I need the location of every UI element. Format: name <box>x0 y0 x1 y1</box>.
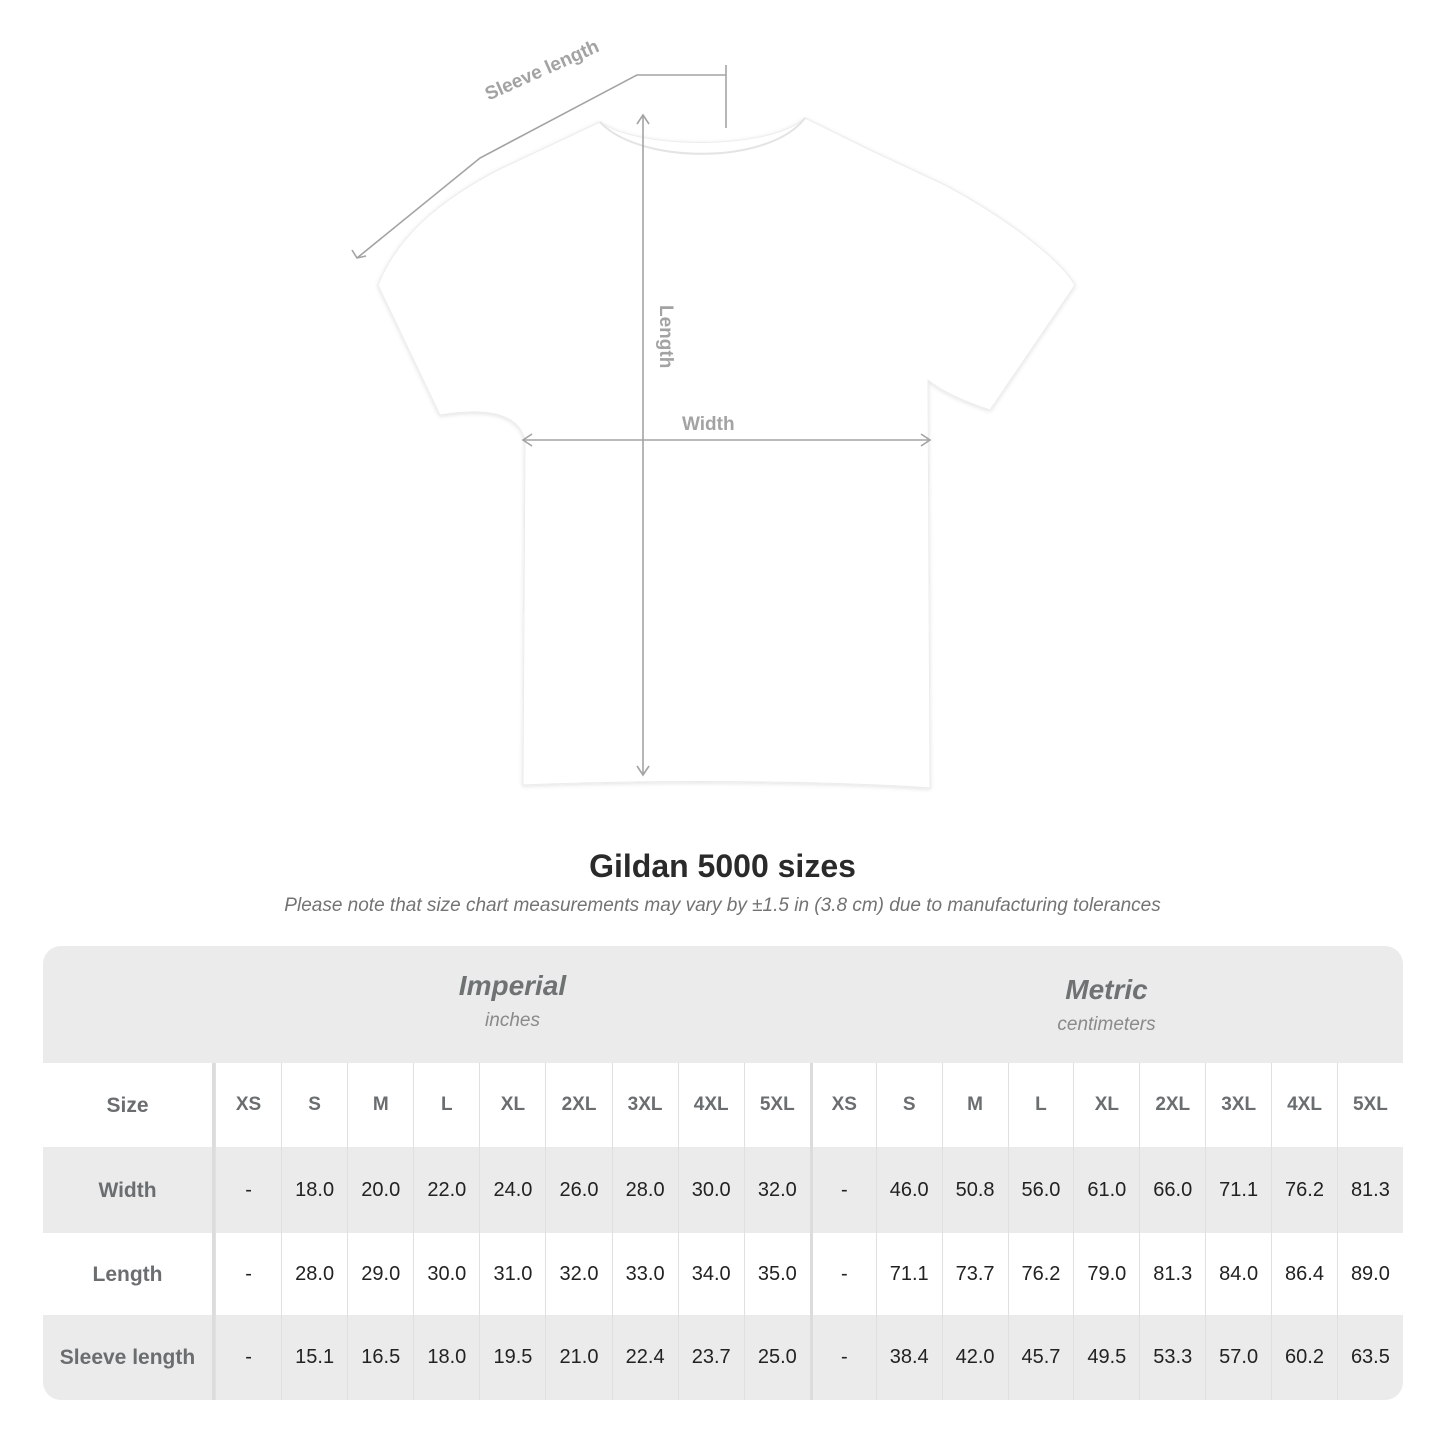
value-imperial-cell: 32.0 <box>545 1233 611 1315</box>
value-metric-cell: 71.1 <box>1205 1147 1271 1233</box>
size-metric-cell: S <box>875 1063 942 1147</box>
value-imperial-cell: 33.0 <box>611 1233 678 1315</box>
value-metric-cell: 84.0 <box>1205 1233 1271 1315</box>
value-metric-cell: 79.0 <box>1073 1233 1139 1315</box>
value-imperial-cell: 30.0 <box>413 1233 479 1315</box>
value-imperial-cell: - <box>215 1233 281 1315</box>
size-metric-cell: 2XL <box>1139 1063 1205 1147</box>
value-imperial-cell: 31.0 <box>479 1233 545 1315</box>
size-header-row: Size XS S M L XL 2XL 3XL 4XL 5XL XS S M L XL 2XL 3XL 4XL 5… <box>43 1063 1403 1147</box>
value-metric-cell: 71.1 <box>875 1233 942 1315</box>
size-imperial-cell: 3XL <box>611 1063 678 1147</box>
value-metric-cell: 63.5 <box>1336 1315 1403 1400</box>
imperial-header: Imperial inches <box>215 946 810 1063</box>
table-row: Sleeve length -15.1 16.5 18.0 19.5 21.0 22.4 23… <box>43 1315 1403 1400</box>
value-metric-cell: 50.8 <box>941 1147 1008 1233</box>
length-label: Length <box>655 305 676 369</box>
value-metric-cell: - <box>809 1315 876 1400</box>
value-imperial-cell: - <box>215 1147 281 1233</box>
metric-header: Metric centimeters <box>810 946 1403 1063</box>
tolerance-note: Please note that size chart measurements… <box>284 895 1161 916</box>
value-metric-cell: 73.7 <box>941 1233 1008 1315</box>
value-metric-cell: - <box>809 1147 876 1233</box>
value-imperial-cell: 16.5 <box>347 1315 413 1400</box>
value-metric-cell: 42.0 <box>941 1315 1008 1400</box>
value-imperial-cell: 18.0 <box>281 1147 347 1233</box>
value-metric-cell: 76.2 <box>1271 1147 1337 1233</box>
system-header-band <box>43 946 1403 1063</box>
size-imperial-cell: S <box>281 1063 347 1147</box>
value-imperial-cell: 15.1 <box>281 1315 347 1400</box>
value-metric-cell: 89.0 <box>1336 1233 1403 1315</box>
row-label: Length <box>43 1233 215 1315</box>
value-imperial-cell: 34.0 <box>677 1233 744 1315</box>
table-row: Length -28.0 29.0 30.0 31.0 32.0 33.0 34.0 35.0-… <box>43 1233 1403 1315</box>
value-metric-cell: 66.0 <box>1139 1147 1205 1233</box>
value-imperial-cell: 35.0 <box>743 1233 810 1315</box>
value-imperial-cell: 28.0 <box>611 1147 678 1233</box>
value-metric-cell: 61.0 <box>1073 1147 1139 1233</box>
value-imperial-cell: 24.0 <box>479 1147 545 1233</box>
row-band <box>43 1147 1403 1233</box>
collar <box>599 117 806 155</box>
value-imperial-cell: 22.4 <box>611 1315 678 1400</box>
size-imperial-cell: L <box>413 1063 479 1147</box>
value-metric-cell: 81.3 <box>1139 1233 1205 1315</box>
value-metric-cell: 81.3 <box>1336 1147 1403 1233</box>
imperial-title: Imperial <box>458 970 567 1001</box>
value-imperial-cell: 20.0 <box>347 1147 413 1233</box>
size-metric-cell: 3XL <box>1205 1063 1271 1147</box>
size-metric-cell: L <box>1007 1063 1074 1147</box>
size-imperial-cell: XL <box>479 1063 545 1147</box>
page-title: Gildan 5000 sizes <box>589 848 856 884</box>
value-imperial-cell: 29.0 <box>347 1233 413 1315</box>
value-imperial-cell: 26.0 <box>545 1147 611 1233</box>
table-row: Width -18.0 20.0 22.0 24.0 26.0 28.0 30.0 32.0-4… <box>43 1147 1403 1233</box>
row-band <box>43 1315 1403 1400</box>
value-imperial-cell: 18.0 <box>413 1315 479 1400</box>
value-metric-cell: 76.2 <box>1007 1233 1074 1315</box>
measurement-lines <box>351 65 932 777</box>
metric-title: Metric <box>1065 974 1148 1005</box>
value-metric-cell: 46.0 <box>875 1147 942 1233</box>
value-imperial-cell: 30.0 <box>677 1147 744 1233</box>
size-table: Imperial inches Metric centimeters Size X… <box>43 946 1403 1400</box>
size-imperial-cell: 2XL <box>545 1063 611 1147</box>
value-imperial-cell: 22.0 <box>413 1147 479 1233</box>
value-metric-cell: 60.2 <box>1271 1315 1337 1400</box>
tshirt-shape <box>377 117 1076 789</box>
row-label: Sleeve length <box>43 1315 215 1400</box>
value-metric-cell: 45.7 <box>1007 1315 1074 1400</box>
row-label: Size <box>43 1063 215 1147</box>
value-imperial-cell: 21.0 <box>545 1315 611 1400</box>
size-imperial-cell: 4XL <box>677 1063 744 1147</box>
value-imperial-cell: 25.0 <box>743 1315 810 1400</box>
size-imperial-cell: M <box>347 1063 413 1147</box>
size-metric-cell: 5XL <box>1336 1063 1403 1147</box>
row-label: Width <box>43 1147 215 1233</box>
width-label: Width <box>682 414 735 435</box>
size-metric-cell: XL <box>1073 1063 1139 1147</box>
value-imperial-cell: 19.5 <box>479 1315 545 1400</box>
value-imperial-cell: 28.0 <box>281 1233 347 1315</box>
value-metric-cell: - <box>809 1233 876 1315</box>
size-metric-cell: 4XL <box>1271 1063 1337 1147</box>
value-metric-cell: 38.4 <box>875 1315 942 1400</box>
size-metric-cell: M <box>941 1063 1008 1147</box>
value-metric-cell: 57.0 <box>1205 1315 1271 1400</box>
value-metric-cell: 86.4 <box>1271 1233 1337 1315</box>
value-imperial-cell: 23.7 <box>677 1315 744 1400</box>
value-metric-cell: 53.3 <box>1139 1315 1205 1400</box>
value-imperial-cell: - <box>215 1315 281 1400</box>
value-imperial-cell: 32.0 <box>743 1147 810 1233</box>
size-imperial-cell: 5XL <box>743 1063 810 1147</box>
metric-unit: centimeters <box>1057 1014 1156 1035</box>
size-metric-cell: XS <box>809 1063 876 1147</box>
value-metric-cell: 49.5 <box>1073 1315 1139 1400</box>
imperial-unit: inches <box>485 1010 540 1031</box>
value-metric-cell: 56.0 <box>1007 1147 1074 1233</box>
tshirt-diagram <box>351 65 1076 789</box>
size-imperial-cell: XS <box>215 1063 281 1147</box>
